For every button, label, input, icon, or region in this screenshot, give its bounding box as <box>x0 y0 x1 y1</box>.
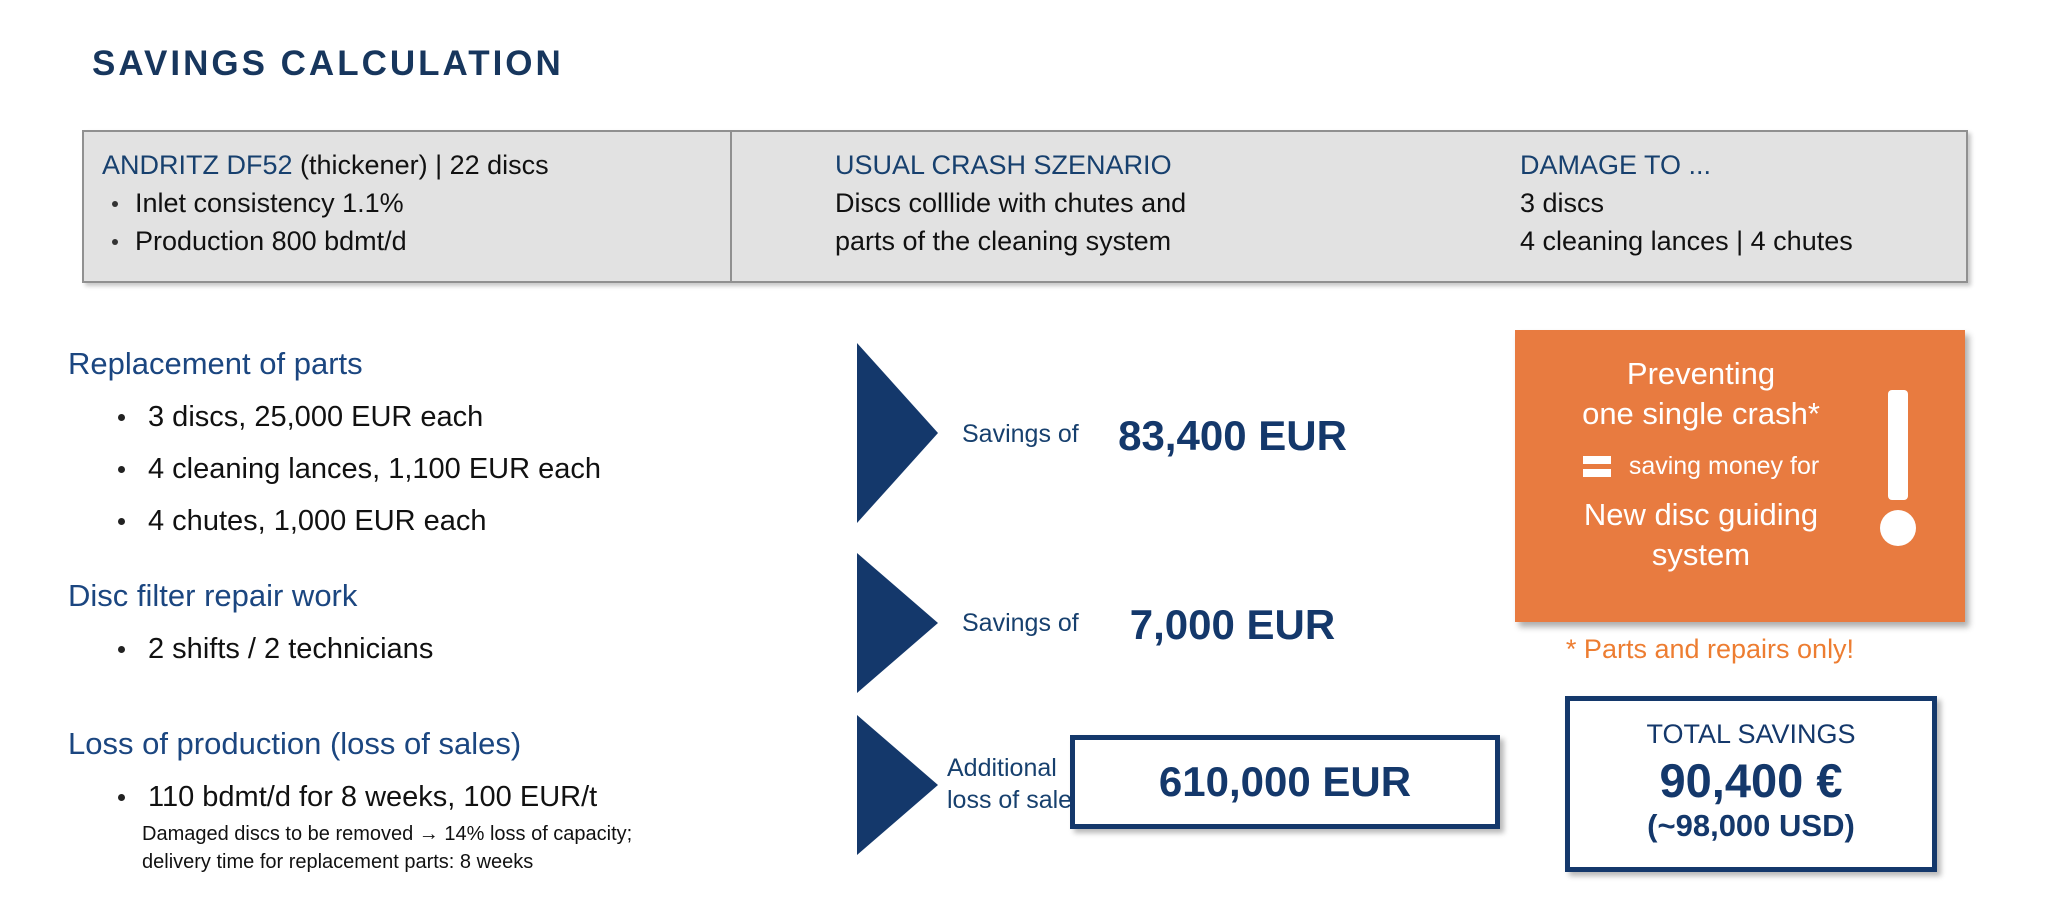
bullet-icon <box>118 518 125 525</box>
scenario-title: USUAL CRASH SZENARIO <box>835 150 1172 180</box>
bullet-icon <box>118 414 125 421</box>
scenario-column: USUAL CRASH SZENARIO Discs colllide with… <box>835 146 1186 260</box>
section-heading: Replacement of parts <box>68 346 363 381</box>
page-title: SAVINGS CALCULATION <box>92 44 564 83</box>
machine-bullet-text: Production 800 bdmt/d <box>135 226 407 256</box>
equals-row: saving money for <box>1515 452 1887 481</box>
loss-of-sales-amount: 610,000 EUR <box>1158 758 1412 805</box>
section-bullet-list: 3 discs, 25,000 EUR each 4 cleaning lanc… <box>68 400 601 538</box>
total-savings-box: TOTAL SAVINGS 90,400 € (~98,000 USD) <box>1565 696 1937 872</box>
highlight-text: Preventing one single crash* saving mone… <box>1515 354 1887 575</box>
list-item: 4 cleaning lances, 1,100 EUR each <box>68 452 601 486</box>
highlight-line: one single crash* <box>1582 396 1820 431</box>
highlight-line: Preventing <box>1626 356 1776 391</box>
arrow-right-icon <box>857 715 938 855</box>
section-replacement-of-parts: Replacement of parts 3 discs, 25,000 EUR… <box>68 346 601 538</box>
machine-name-suffix: (thickener) | 22 discs <box>292 150 549 180</box>
list-item: 3 discs, 25,000 EUR each <box>68 400 601 434</box>
damage-line: 4 cleaning lances | 4 chutes <box>1520 226 1853 256</box>
damage-title: DAMAGE TO ... <box>1520 150 1712 180</box>
scenario-line: Discs colllide with chutes and <box>835 188 1187 218</box>
section-bullet-list: 110 bdmt/d for 8 weeks, 100 EUR/t <box>68 780 632 814</box>
bullet-icon <box>118 646 125 653</box>
total-savings-amount: 90,400 € <box>1659 754 1843 807</box>
bullet-icon <box>118 466 125 473</box>
section-heading: Disc filter repair work <box>68 578 358 613</box>
total-savings-usd: (~98,000 USD) <box>1647 808 1855 843</box>
header-divider <box>730 132 732 281</box>
arrow-right-icon <box>857 343 938 523</box>
list-item: 4 chutes, 1,000 EUR each <box>68 504 601 538</box>
machine-name: ANDRITZ DF52 <box>102 150 293 180</box>
highlight-line: system <box>1651 537 1751 572</box>
loss-note-line: Damaged discs to be removed → 14% loss o… <box>142 823 633 845</box>
savings-label: Savings of <box>962 609 1079 637</box>
savings-amount: 7,000 EUR <box>1129 601 1336 648</box>
arrow-right-icon <box>857 553 938 693</box>
damage-line: 3 discs <box>1520 188 1605 218</box>
loss-of-sales-amount-box: 610,000 EUR <box>1070 735 1500 829</box>
bullet-icon <box>112 239 118 245</box>
exclamation-dot-icon <box>1880 510 1916 546</box>
equals-icon <box>1582 456 1611 477</box>
list-item-text: 4 cleaning lances, 1,100 EUR each <box>148 453 602 485</box>
additional-loss-label-line: loss of sales <box>947 786 1085 814</box>
highlight-line: New disc guiding <box>1583 497 1819 532</box>
bullet-icon <box>112 201 118 207</box>
bullet-icon <box>118 794 125 801</box>
section-loss-of-production: Loss of production (loss of sales) 110 b… <box>68 726 632 876</box>
total-savings-label: TOTAL SAVINGS <box>1646 719 1856 749</box>
machine-bullet-1: Inlet consistency 1.1% <box>102 184 549 222</box>
machine-column: ANDRITZ DF52 (thickener) | 22 discs Inle… <box>102 146 549 260</box>
savings-label: Savings of <box>962 420 1079 448</box>
section-heading: Loss of production (loss of sales) <box>68 726 522 761</box>
list-item-text: 3 discs, 25,000 EUR each <box>148 401 484 433</box>
machine-title: ANDRITZ DF52 (thickener) | 22 discs <box>102 146 549 184</box>
machine-bullet-2: Production 800 bdmt/d <box>102 222 549 260</box>
list-item-text: 110 bdmt/d for 8 weeks, 100 EUR/t <box>148 781 598 813</box>
equals-text: saving money for <box>1628 452 1820 480</box>
additional-loss-label-line: Additional <box>947 754 1057 782</box>
damage-column: DAMAGE TO ... 3 discs 4 cleaning lances … <box>1520 146 1853 260</box>
list-item: 110 bdmt/d for 8 weeks, 100 EUR/t <box>68 780 632 814</box>
list-item: 2 shifts / 2 technicians <box>68 632 433 666</box>
section-disc-filter-repair-work: Disc filter repair work 2 shifts / 2 tec… <box>68 578 433 666</box>
footnote: * Parts and repairs only! <box>1565 634 1855 664</box>
exclamation-icon <box>1888 390 1908 500</box>
summary-header-bar: ANDRITZ DF52 (thickener) | 22 discs Inle… <box>82 130 1968 283</box>
list-item-text: 4 chutes, 1,000 EUR each <box>148 505 487 537</box>
savings-amount: 83,400 EUR <box>1118 412 1347 459</box>
scenario-line: parts of the cleaning system <box>835 226 1172 256</box>
additional-loss-label: Additional loss of sales <box>947 752 1085 816</box>
section-bullet-list: 2 shifts / 2 technicians <box>68 632 433 666</box>
loss-note-line: delivery time for replacement parts: 8 w… <box>142 851 534 873</box>
list-item-text: 2 shifts / 2 technicians <box>148 633 434 665</box>
machine-bullet-text: Inlet consistency 1.1% <box>135 188 404 218</box>
highlight-box: Preventing one single crash* saving mone… <box>1515 330 1965 622</box>
